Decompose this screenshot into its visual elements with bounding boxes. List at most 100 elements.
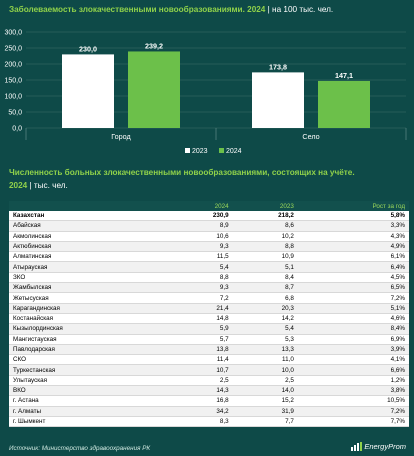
- value-2024-cell: 8,3: [167, 416, 233, 428]
- table-title: Численность больных злокачественными нов…: [9, 166, 409, 192]
- growth-cell: 5,1%: [297, 303, 409, 314]
- region-cell: Актюбинская: [9, 241, 168, 253]
- table-title-text: Численность больных злокачественными нов…: [9, 168, 355, 177]
- region-cell: Улытауская: [9, 375, 168, 387]
- region-cell: Жамбылская: [9, 282, 168, 294]
- region-cell: Карагандинская: [9, 303, 168, 314]
- legend-swatch-2024: [219, 148, 224, 153]
- value-2024-cell: 9,3: [167, 282, 233, 294]
- table-row: Туркестанская 10,7 10,0 6,6%: [9, 364, 409, 376]
- value-2023-cell: 218,2: [232, 211, 298, 222]
- source-note: Источник: Министерство здравоохранения Р…: [9, 445, 151, 452]
- bar-2024-selo: [318, 80, 370, 128]
- table-row: г. Шымкент 8,3 7,7 7,7%: [9, 416, 409, 428]
- value-2024-cell: 5,9: [167, 323, 233, 335]
- table-row: Мангистауская 5,7 5,3 6,9%: [9, 334, 409, 345]
- region-cell: ВКО: [9, 385, 168, 397]
- chart-unit-text: на 100 тыс. чел.: [272, 5, 334, 14]
- value-2023-cell: 7,7: [232, 416, 298, 428]
- legend-label: 2023: [192, 148, 208, 155]
- bar-2024-gorod: [128, 51, 180, 128]
- legend-label: 2024: [226, 148, 242, 155]
- value-2024-cell: 14,3: [167, 385, 233, 397]
- growth-cell: 4,5%: [297, 272, 409, 284]
- table-row: г. Астана 16,8 15,2 10,5%: [9, 395, 409, 407]
- energyprom-logo-icon: [351, 442, 363, 451]
- growth-cell: 6,4%: [297, 261, 409, 273]
- growth-cell: 4,6%: [297, 313, 409, 325]
- table-row: Атырауская 5,4 5,1 6,4%: [9, 261, 409, 273]
- region-cell: СКО: [9, 354, 168, 366]
- value-2024-cell: 21,4: [167, 303, 233, 314]
- table-row: СКО 11,4 11,0 4,1%: [9, 354, 409, 366]
- growth-cell: 7,2%: [297, 406, 409, 417]
- table-row: г. Алматы 34,2 31,9 7,2%: [9, 406, 409, 417]
- value-2024-cell: 230,9: [167, 211, 233, 222]
- region-cell: Казахстан: [9, 211, 168, 222]
- table-row: Улытауская 2,5 2,5 1,2%: [9, 375, 409, 387]
- header-growth: Рост за год: [372, 202, 405, 210]
- value-2024-cell: 11,4: [167, 354, 233, 366]
- value-2023-cell: 2,5: [232, 375, 298, 387]
- value-2024-cell: 9,3: [167, 241, 233, 253]
- region-cell: Абайская: [9, 220, 168, 232]
- table-header-row: 2024 2023 Рост за год: [9, 201, 409, 211]
- growth-cell: 3,3%: [297, 220, 409, 232]
- chart-title-text: Заболеваемость злокачественными новообра…: [9, 5, 266, 14]
- y-tick-label: 50,0: [8, 110, 22, 117]
- value-2023-cell: 14,2: [232, 313, 298, 325]
- growth-cell: 6,6%: [297, 364, 409, 376]
- logo-text: EnergyProm: [364, 442, 406, 451]
- region-cell: Кызылординская: [9, 323, 168, 335]
- value-2023-cell: 6,8: [232, 292, 298, 304]
- value-2024-cell: 7,2: [167, 292, 233, 304]
- value-2023-cell: 15,2: [232, 395, 298, 407]
- table-row: ЗКО 8,8 8,4 4,5%: [9, 272, 409, 284]
- value-2023-cell: 10,9: [232, 251, 298, 263]
- value-2024-cell: 8,8: [167, 272, 233, 284]
- value-2024-cell: 10,6: [167, 231, 233, 242]
- table-year: 2024: [9, 181, 28, 190]
- patients-table: 2024 2023 Рост за год Казахстан 230,9 218,…: [9, 201, 409, 428]
- data-label: 239,2: [145, 41, 163, 50]
- table-row: Жетысуская 7,2 6,8 7,2%: [9, 292, 409, 304]
- data-label: 230,0: [79, 44, 97, 53]
- table-row: Кызылординская 5,9 5,4 8,4%: [9, 323, 409, 335]
- region-cell: г. Шымкент: [9, 416, 168, 428]
- table-row: Павлодарская 13,8 13,3 3,9%: [9, 344, 409, 356]
- region-cell: Акмолинская: [9, 231, 168, 242]
- region-cell: Алматинская: [9, 251, 168, 263]
- region-cell: Туркестанская: [9, 364, 168, 376]
- value-2023-cell: 8,7: [232, 282, 298, 294]
- value-2024-cell: 13,8: [167, 344, 233, 356]
- growth-cell: 10,5%: [297, 395, 409, 407]
- value-2024-cell: 14,8: [167, 313, 233, 325]
- x-category-label: Город: [111, 132, 131, 141]
- header-2023: 2023: [279, 202, 294, 210]
- value-2023-cell: 20,3: [232, 303, 298, 314]
- growth-cell: 8,4%: [297, 323, 409, 335]
- header-2024: 2024: [214, 202, 229, 210]
- table-row: Костанайская 14,8 14,2 4,6%: [9, 313, 409, 325]
- table-row: ВКО 14,3 14,0 3,8%: [9, 385, 409, 397]
- value-2024-cell: 5,4: [167, 261, 233, 273]
- region-cell: Атырауская: [9, 261, 168, 273]
- data-label: 147,1: [335, 71, 353, 80]
- table-row: Алматинская 11,5 10,9 6,1%: [9, 251, 409, 263]
- y-tick-label: 300,0: [4, 30, 22, 37]
- region-cell: г. Астана: [9, 395, 168, 407]
- value-2023-cell: 5,1: [232, 261, 298, 273]
- logo: EnergyProm: [351, 442, 406, 451]
- growth-cell: 6,1%: [297, 251, 409, 263]
- y-tick-label: 100,0: [4, 94, 22, 101]
- value-2023-cell: 8,8: [232, 241, 298, 253]
- legend-swatch-2023: [185, 148, 190, 153]
- chart-title: Заболеваемость злокачественными новообра…: [9, 5, 333, 14]
- bar-2023-selo: [252, 72, 304, 128]
- value-2023-cell: 8,4: [232, 272, 298, 284]
- region-cell: г. Алматы: [9, 406, 168, 417]
- region-cell: ЗКО: [9, 272, 168, 284]
- value-2023-cell: 13,3: [232, 344, 298, 356]
- region-cell: Жетысуская: [9, 292, 168, 304]
- table-row: Актюбинская 9,3 8,8 4,9%: [9, 241, 409, 253]
